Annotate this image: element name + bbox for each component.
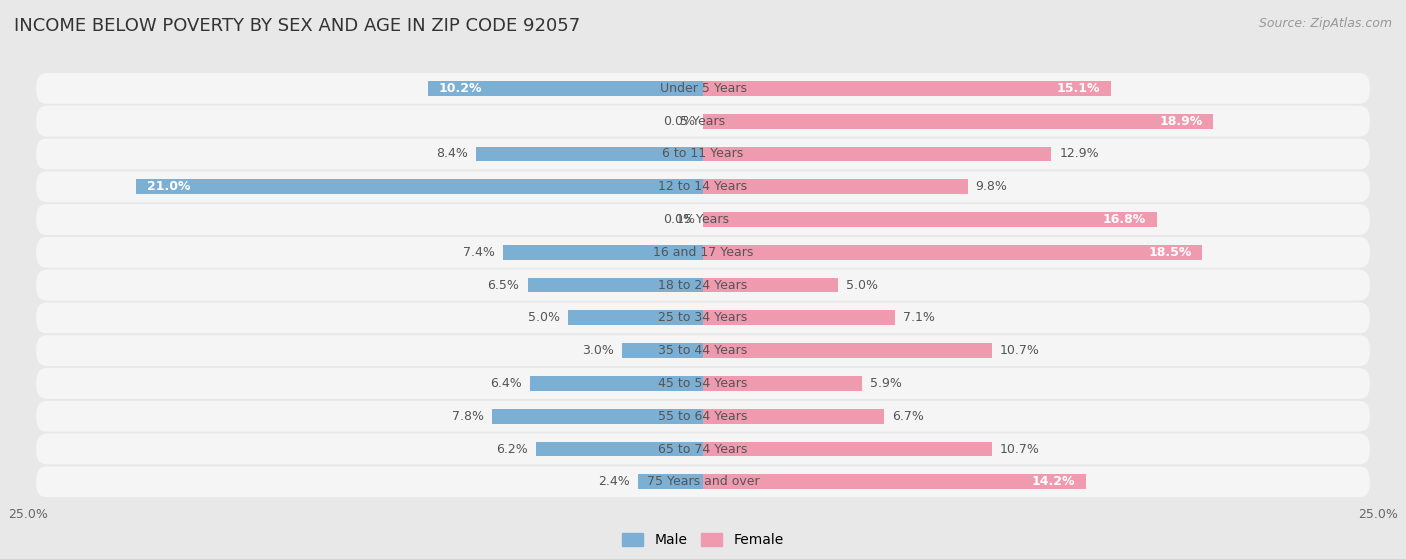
Text: 6.5%: 6.5%	[488, 278, 519, 292]
Text: 35 to 44 Years: 35 to 44 Years	[658, 344, 748, 357]
Bar	[530, 376, 703, 391]
Bar	[703, 81, 1111, 96]
Bar	[492, 409, 703, 424]
Text: 6.2%: 6.2%	[496, 443, 527, 456]
FancyBboxPatch shape	[37, 106, 1369, 136]
FancyBboxPatch shape	[37, 171, 1369, 202]
Bar	[703, 442, 991, 456]
FancyBboxPatch shape	[37, 401, 1369, 432]
Bar	[703, 310, 894, 325]
Text: 0.0%: 0.0%	[662, 213, 695, 226]
FancyBboxPatch shape	[37, 73, 1369, 104]
FancyBboxPatch shape	[37, 466, 1369, 497]
Text: 5 Years: 5 Years	[681, 115, 725, 127]
Text: 55 to 64 Years: 55 to 64 Years	[658, 410, 748, 423]
Text: 18.5%: 18.5%	[1149, 246, 1192, 259]
Text: 16.8%: 16.8%	[1102, 213, 1146, 226]
Bar	[503, 245, 703, 260]
Bar	[703, 146, 1052, 162]
Text: 15.1%: 15.1%	[1056, 82, 1099, 95]
Text: 18 to 24 Years: 18 to 24 Years	[658, 278, 748, 292]
Bar	[703, 212, 1157, 227]
Bar	[703, 475, 1087, 489]
Text: Under 5 Years: Under 5 Years	[659, 82, 747, 95]
Text: 65 to 74 Years: 65 to 74 Years	[658, 443, 748, 456]
FancyBboxPatch shape	[37, 335, 1369, 366]
Bar	[638, 475, 703, 489]
Legend: Male, Female: Male, Female	[617, 528, 789, 553]
Text: 3.0%: 3.0%	[582, 344, 614, 357]
Text: 25 to 34 Years: 25 to 34 Years	[658, 311, 748, 324]
Bar	[568, 310, 703, 325]
Bar	[703, 278, 838, 292]
Bar	[136, 179, 703, 194]
Bar	[527, 278, 703, 292]
Bar	[703, 376, 862, 391]
Text: 10.7%: 10.7%	[1000, 443, 1040, 456]
Text: 75 Years and over: 75 Years and over	[647, 475, 759, 489]
Text: 12.9%: 12.9%	[1059, 148, 1099, 160]
FancyBboxPatch shape	[37, 434, 1369, 465]
Text: 45 to 54 Years: 45 to 54 Years	[658, 377, 748, 390]
Bar	[477, 146, 703, 162]
FancyBboxPatch shape	[37, 302, 1369, 333]
Text: 12 to 14 Years: 12 to 14 Years	[658, 180, 748, 193]
Text: 7.8%: 7.8%	[453, 410, 484, 423]
Text: 6.4%: 6.4%	[491, 377, 522, 390]
Bar	[703, 179, 967, 194]
Text: INCOME BELOW POVERTY BY SEX AND AGE IN ZIP CODE 92057: INCOME BELOW POVERTY BY SEX AND AGE IN Z…	[14, 17, 581, 35]
FancyBboxPatch shape	[37, 204, 1369, 235]
FancyBboxPatch shape	[37, 237, 1369, 268]
Text: 6.7%: 6.7%	[891, 410, 924, 423]
Bar	[703, 343, 991, 358]
Bar	[703, 409, 884, 424]
Text: 15 Years: 15 Years	[676, 213, 730, 226]
Text: 6 to 11 Years: 6 to 11 Years	[662, 148, 744, 160]
FancyBboxPatch shape	[37, 139, 1369, 169]
Text: 9.8%: 9.8%	[976, 180, 1008, 193]
Bar	[703, 245, 1202, 260]
Text: 16 and 17 Years: 16 and 17 Years	[652, 246, 754, 259]
Text: 10.2%: 10.2%	[439, 82, 482, 95]
Bar	[621, 343, 703, 358]
Text: 14.2%: 14.2%	[1032, 475, 1076, 489]
Bar	[427, 81, 703, 96]
Text: 7.1%: 7.1%	[903, 311, 935, 324]
Text: 8.4%: 8.4%	[436, 148, 468, 160]
Text: 18.9%: 18.9%	[1159, 115, 1202, 127]
Text: 5.0%: 5.0%	[527, 311, 560, 324]
Text: 5.0%: 5.0%	[846, 278, 879, 292]
FancyBboxPatch shape	[37, 368, 1369, 399]
FancyBboxPatch shape	[37, 269, 1369, 301]
Bar	[703, 114, 1213, 129]
Text: 7.4%: 7.4%	[463, 246, 495, 259]
Bar	[536, 442, 703, 456]
Text: 2.4%: 2.4%	[599, 475, 630, 489]
Text: 21.0%: 21.0%	[146, 180, 190, 193]
Text: 0.0%: 0.0%	[662, 115, 695, 127]
Text: 5.9%: 5.9%	[870, 377, 903, 390]
Text: 10.7%: 10.7%	[1000, 344, 1040, 357]
Text: Source: ZipAtlas.com: Source: ZipAtlas.com	[1258, 17, 1392, 30]
